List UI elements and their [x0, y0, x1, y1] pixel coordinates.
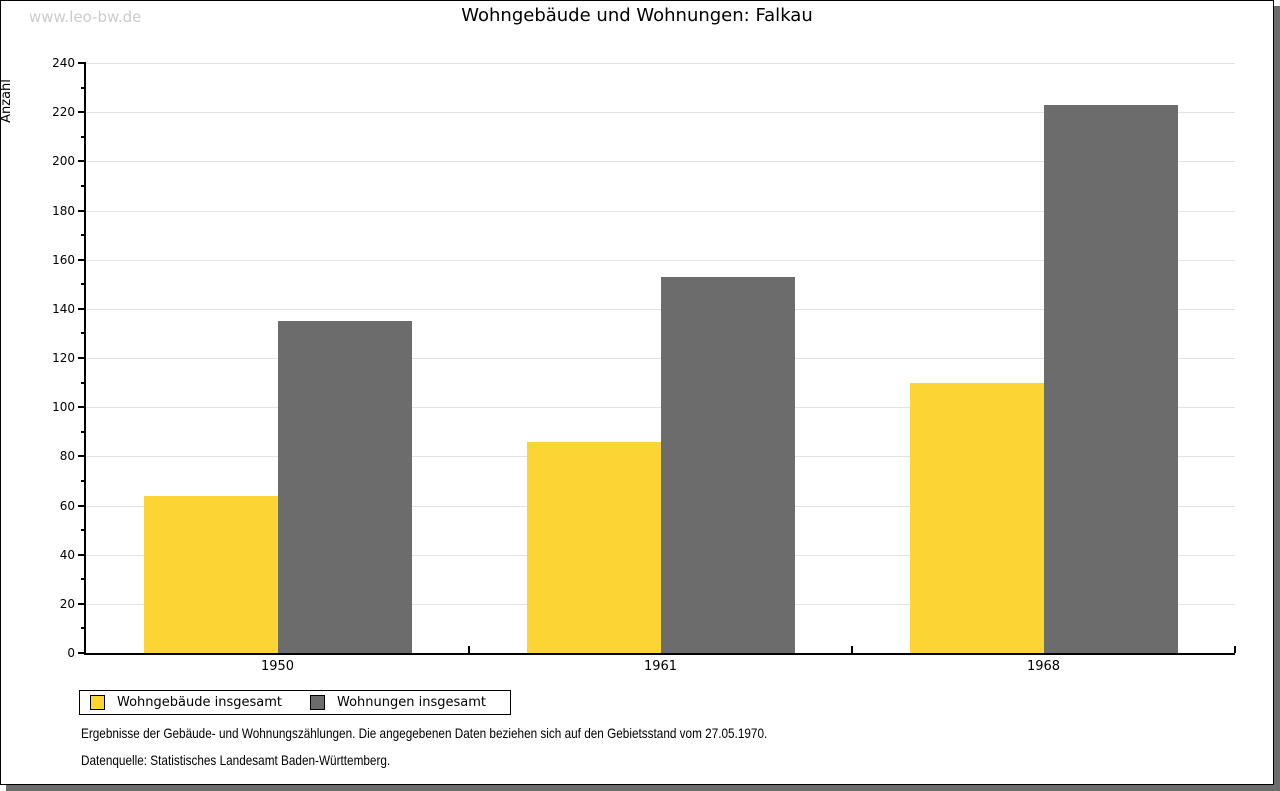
y-tick-minor [81, 184, 86, 187]
y-tick [78, 357, 86, 359]
y-tick-minor [81, 578, 86, 581]
bar-wohngebaeude-1950 [143, 495, 278, 653]
y-tick-minor [81, 627, 86, 630]
y-tick [78, 209, 86, 212]
y-tick-minor [81, 234, 86, 237]
y-tick [78, 111, 86, 114]
bar-wohngebaeude-1961 [526, 441, 661, 653]
y-tick-minor [81, 381, 86, 384]
y-tick-minor [81, 332, 86, 335]
gridline [86, 63, 1235, 64]
plot-area: 0 20 40 60 80 100 120 140 160 180 200 220 240 1950 196… [52, 56, 1236, 674]
legend-swatch-yellow [90, 695, 105, 710]
y-tick [78, 62, 86, 64]
y-tick [78, 652, 86, 654]
y-tick [78, 602, 86, 605]
legend-label: Wohngebäude insgesamt [117, 695, 282, 710]
x-tick [1234, 646, 1236, 653]
x-tick [851, 646, 853, 653]
chart-title: Wohngebäude und Wohnungen: Falkau [461, 5, 813, 26]
gridline [86, 259, 1235, 261]
y-tick [78, 258, 86, 261]
y-tick-label: 160 [52, 252, 75, 267]
bar-wohnungen-1961 [660, 276, 795, 653]
y-tick [78, 307, 86, 310]
y-tick [78, 455, 86, 458]
x-tick-label: 1968 [1026, 659, 1061, 674]
footnote-source-note: Ergebnisse der Gebäude- und Wohnungszähl… [81, 725, 768, 741]
legend-swatch-gray [310, 695, 325, 710]
x-tick-label: 1961 [643, 659, 678, 674]
gridline [86, 112, 1235, 114]
y-tick-label: 200 [52, 154, 75, 169]
bar-wohnungen-1950 [277, 321, 412, 653]
y-tick-label: 20 [59, 596, 75, 611]
x-tick-label: 1950 [260, 659, 295, 674]
bar-wohnungen-1968 [1043, 104, 1178, 653]
gridline [86, 210, 1235, 212]
y-tick-label: 220 [52, 105, 75, 120]
y-tick-label: 40 [59, 547, 75, 562]
y-tick-label: 0 [67, 646, 75, 660]
y-tick-label: 240 [52, 56, 75, 70]
bar-wohngebaeude-1968 [909, 382, 1044, 653]
footnote-data-source: Datenquelle: Statistisches Landesamt Bad… [81, 752, 391, 768]
y-tick [78, 504, 86, 507]
y-tick-label: 100 [52, 400, 75, 415]
y-tick-minor [81, 135, 86, 138]
y-tick-label: 140 [52, 301, 75, 316]
watermark: www.leo-bw.de [29, 8, 142, 26]
y-tick-minor [81, 283, 86, 286]
y-tick-label: 60 [59, 498, 75, 513]
legend: Wohngebäude insgesamt Wohnungen insgesam… [79, 690, 511, 715]
y-tick-minor [81, 86, 86, 89]
y-tick-minor [81, 529, 86, 532]
x-tick [468, 646, 470, 653]
y-tick-minor [81, 430, 86, 433]
y-tick [78, 160, 86, 163]
legend-label: Wohnungen insgesamt [337, 695, 486, 710]
y-tick-label: 180 [52, 203, 75, 218]
gridline [86, 161, 1235, 163]
y-tick-label: 120 [52, 351, 75, 365]
y-tick-minor [81, 479, 86, 482]
y-tick-label: 80 [59, 449, 75, 464]
y-tick [78, 553, 86, 556]
legend-item-wohngebaeude: Wohngebäude insgesamt [90, 695, 282, 710]
legend-item-wohnungen: Wohnungen insgesamt [310, 695, 486, 710]
y-tick [78, 406, 86, 409]
y-axis-title: Anzahl [0, 79, 14, 123]
